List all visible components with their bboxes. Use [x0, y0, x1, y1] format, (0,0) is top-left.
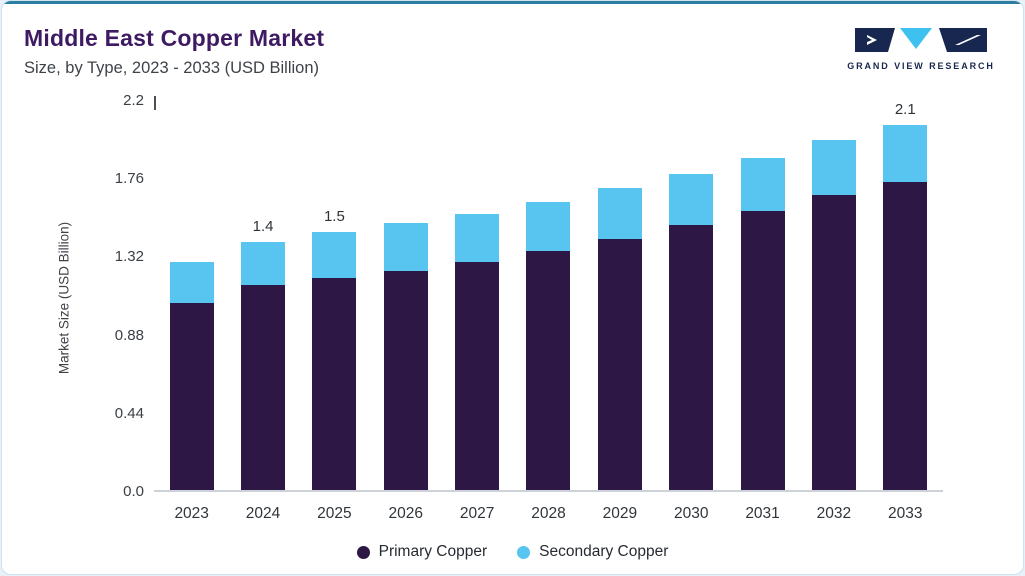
x-axis-label-2026: 2026	[388, 505, 423, 522]
bar-group-2032	[798, 101, 869, 490]
bar-segment-secondary-2032	[811, 139, 856, 195]
x-axis-label-2032: 2032	[816, 505, 852, 522]
chart-title: Middle East Copper Market	[24, 25, 325, 51]
legend-item-primary-copper: Primary Copper	[356, 543, 488, 561]
y-axis-tick-label: 0.0	[123, 483, 144, 500]
bar-value-label-2025: 1.5	[323, 207, 345, 225]
y-axis-ticks: 0.0 0.44 0.88 1.32 1.76 2.2	[2, 92, 144, 500]
bar-group-2023	[156, 101, 227, 490]
x-axis-label-2025: 2025	[317, 505, 352, 522]
bar-2023	[169, 261, 214, 490]
bar-segment-secondary-2028	[526, 201, 571, 252]
bar-2031	[740, 157, 785, 490]
chart-subtitle: Size, by Type, 2023 - 2033 (USD Billion)	[24, 59, 320, 77]
bar-2024	[241, 242, 286, 490]
bar-segment-primary-2033	[883, 182, 928, 490]
legend-dot-icon	[517, 545, 531, 559]
bar-2030	[669, 173, 714, 490]
bar-segment-primary-2026	[383, 270, 428, 490]
bar-segment-primary-2030	[669, 224, 714, 490]
bar-2029	[597, 187, 642, 490]
bar-segment-primary-2029	[597, 238, 642, 490]
bar-2028	[526, 201, 571, 490]
y-axis-tick-label: 0.44	[114, 404, 144, 422]
bars-container: 1.4 1.5 2.1	[154, 101, 943, 490]
top-accent-line	[2, 1, 1023, 4]
bar-segment-secondary-2030	[669, 173, 714, 225]
x-axis-labels: 2023 2024 2025 2026 2027 2028 2029 2030 2031 2032…	[154, 505, 943, 523]
grand-view-research-logo: GRAND VIEW RESEARCH	[847, 27, 995, 71]
y-axis-tick-label: 1.32	[114, 248, 144, 266]
x-axis-label-2023: 2023	[174, 505, 209, 522]
legend-label: Secondary Copper	[539, 543, 669, 560]
bar-segment-primary-2032	[811, 194, 856, 490]
bar-segment-primary-2024	[241, 284, 286, 490]
bar-segment-primary-2031	[740, 210, 785, 490]
x-axis-label-2024: 2024	[245, 505, 281, 522]
y-axis-tick-label: 0.88	[114, 326, 144, 344]
bar-group-2031	[727, 101, 798, 490]
bar-value-label-2033: 2.1	[894, 101, 916, 118]
bar-group-2033: 2.1	[870, 101, 941, 490]
bar-segment-secondary-2023	[169, 261, 214, 303]
logo-text: GRAND VIEW RESEARCH	[847, 61, 995, 71]
bar-segment-secondary-2025	[312, 231, 357, 278]
chart-legend: Primary Copper Secondary Copper	[2, 543, 1023, 561]
x-axis-label-2033: 2033	[888, 505, 923, 522]
y-axis-top-tick	[154, 96, 156, 110]
logo-mark-icon	[855, 28, 987, 52]
bar-segment-secondary-2026	[383, 223, 428, 271]
bar-group-2024: 1.4	[227, 101, 298, 490]
legend-dot-icon	[356, 545, 370, 559]
plot-area: 1.4 1.5 2.1	[154, 96, 943, 492]
bar-segment-secondary-2033	[883, 125, 928, 183]
bar-2033	[883, 125, 928, 490]
bar-2026	[383, 223, 428, 490]
x-axis-label-2027: 2027	[459, 505, 495, 522]
bar-group-2025: 1.5	[299, 101, 370, 490]
bar-2027	[455, 214, 500, 490]
bar-group-2030	[656, 101, 727, 490]
bar-group-2027	[441, 101, 512, 490]
bar-value-label-2024: 1.4	[252, 218, 274, 236]
legend-item-secondary-copper: Secondary Copper	[517, 543, 668, 561]
bar-group-2029	[584, 101, 655, 490]
bar-segment-primary-2025	[312, 277, 357, 490]
x-axis-label-2030: 2030	[673, 505, 709, 522]
bar-group-2028	[513, 101, 584, 490]
bar-segment-secondary-2031	[740, 157, 785, 211]
bar-segment-secondary-2029	[597, 187, 642, 239]
bar-segment-primary-2028	[526, 251, 571, 490]
bar-group-2026	[370, 101, 441, 490]
y-axis-tick-label: 1.76	[114, 170, 144, 188]
y-axis-tick-label: 2.2	[123, 92, 144, 109]
x-axis-label-2031: 2031	[745, 505, 780, 522]
chart-header: Middle East Copper Market Size, by Type,…	[24, 25, 324, 78]
bar-segment-primary-2023	[169, 302, 214, 490]
bar-segment-secondary-2027	[455, 214, 500, 262]
bar-2032	[811, 139, 856, 490]
x-axis-label-2028: 2028	[531, 505, 566, 522]
bar-2025	[312, 231, 357, 490]
bar-segment-primary-2027	[455, 261, 500, 490]
x-axis-label-2029: 2029	[602, 505, 638, 522]
bar-segment-secondary-2024	[241, 242, 286, 285]
legend-label: Primary Copper	[378, 543, 488, 560]
